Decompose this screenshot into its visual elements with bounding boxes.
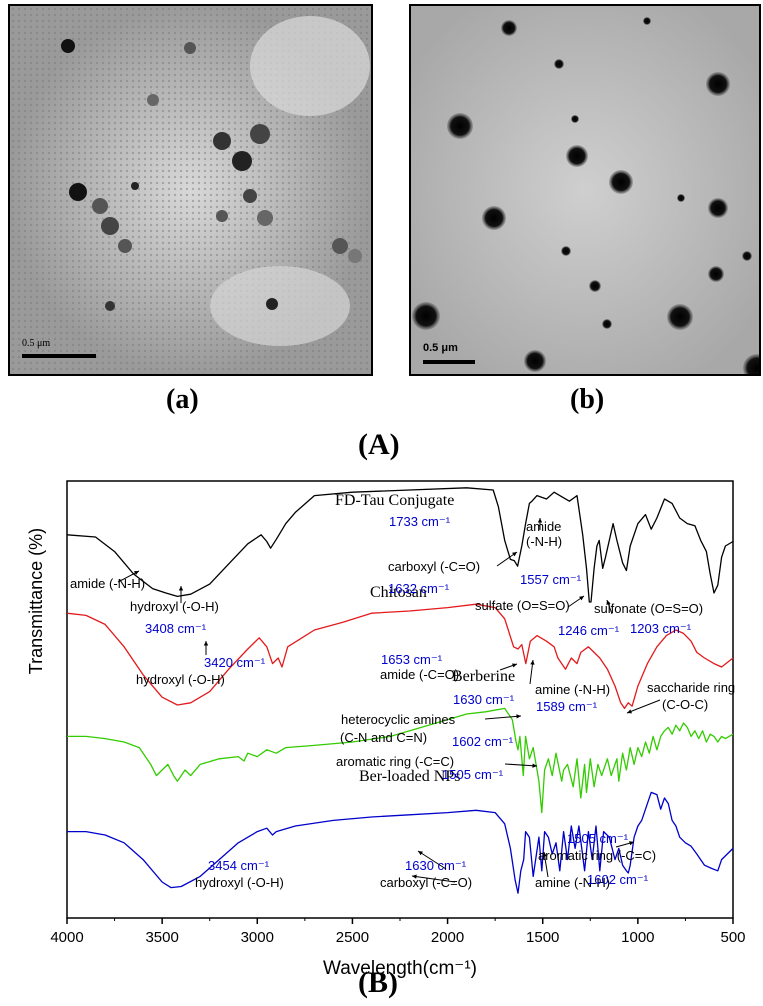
x-tick-label: 3500 [145, 929, 178, 946]
annotation-label: carboxyl (-C=O) [380, 875, 472, 890]
series-label-1: Chitosan [370, 584, 427, 601]
annotation-arrow [542, 851, 549, 878]
x-tick-label: 2500 [336, 929, 369, 946]
annotation-arrow [567, 595, 585, 608]
series-label-0: FD-Tau Conjugate [335, 492, 454, 509]
annotation-arrow [529, 659, 535, 685]
group-label-B: (B) [358, 966, 398, 999]
x-tick-label: 4000 [50, 929, 83, 946]
annotation-arrow [484, 714, 522, 720]
panel-label-b: (b) [570, 384, 605, 415]
series-line-1 [66, 603, 734, 710]
scalebar-a-label: 0.5 μm [22, 338, 51, 349]
annotation-label: 1630 cm⁻¹ [405, 858, 467, 873]
annotation-label: 3420 cm⁻¹ [204, 655, 266, 670]
annotation-arrow [537, 518, 543, 530]
annotation-label: amide [526, 519, 561, 534]
series-line-2 [67, 707, 734, 814]
annotation-label: aromatic ring (-C=C) [538, 848, 656, 863]
annotation-arrow [615, 841, 635, 848]
annotation-label: (C-N and C=N) [340, 730, 427, 745]
annotation-arrow [411, 874, 456, 883]
annotation-arrow [203, 641, 209, 655]
annotation-arrow [606, 599, 613, 615]
chart-labels: FD-Tau Conjugate Chitosan Berberine Ber-loa… [70, 492, 735, 890]
group-label-A: (A) [358, 428, 400, 461]
annotation-label: 3454 cm⁻¹ [208, 858, 270, 873]
annotation-label: 1557 cm⁻¹ [520, 572, 582, 587]
annotation-arrow [499, 663, 518, 671]
annotation-label: 1589 cm⁻¹ [536, 699, 598, 714]
annotation-label: 1733 cm⁻¹ [389, 514, 451, 529]
annotation-label: hydroxyl (-O-H) [136, 672, 225, 687]
annotation-label: amide (-N-H) [70, 576, 145, 591]
panel-label-a: (a) [166, 384, 199, 415]
series-line-3 [67, 791, 734, 894]
annotation-label: 1602 cm⁻¹ [587, 872, 649, 887]
series-label-2: Berberine [452, 668, 515, 685]
annotation-arrow [178, 586, 184, 603]
annotation-label: 1653 cm⁻¹ [381, 652, 443, 667]
scalebar-b-label: 0.5 μm [423, 342, 458, 354]
annotation-label: 1632 cm⁻¹ [388, 581, 450, 596]
annotation-label: amine (-N-H) [535, 682, 610, 697]
x-axis-label: Wavelength(cm⁻¹) [323, 958, 477, 979]
tem-image-b-texture [411, 6, 759, 374]
annotation-label: hydroxyl (-O-H) [195, 875, 284, 890]
tem-image-a: 0.5 μm [8, 4, 373, 376]
x-tick-label: 3000 [241, 929, 274, 946]
tem-image-b: 0.5 μm [409, 4, 761, 376]
annotation-label: (-N-H) [526, 534, 562, 549]
annotation-label: saccharide ring [647, 680, 735, 695]
series-label-3: Ber-loaded NPs [359, 768, 460, 785]
annotation-label: 3408 cm⁻¹ [145, 621, 207, 636]
annotation-label: sulfonate (O=S=O) [594, 601, 703, 616]
annotation-label: 1630 cm⁻¹ [453, 692, 515, 707]
annotation-arrow [417, 850, 447, 870]
annotation-label: amide (-C=O) [380, 667, 459, 682]
annotation-label: 1602 cm⁻¹ [452, 734, 514, 749]
annotation-label: sulfate (O=S=O) [475, 598, 570, 613]
x-tick-label: 1000 [621, 929, 654, 946]
series-line-0 [66, 487, 734, 603]
annotation-label: 1505 cm⁻¹ [567, 831, 629, 846]
annotation-label: 1203 cm⁻¹ [630, 621, 692, 636]
annotation-arrow [504, 763, 538, 768]
annotation-label: heterocyclic amines [341, 712, 456, 727]
tem-image-a-texture [10, 6, 371, 374]
annotation-label: carboxyl (-C=O) [388, 559, 480, 574]
chart-series [66, 487, 734, 894]
y-axis-label: Transmittance (%) [26, 528, 46, 674]
annotation-label: amine (-N-H) [535, 875, 610, 890]
annotation-label: (C-O-C) [662, 697, 708, 712]
annotation-arrow [496, 551, 518, 567]
annotation-label: 1505 cm⁻¹ [442, 767, 504, 782]
annotation-label: 1246 cm⁻¹ [558, 623, 620, 638]
annotation-label: hydroxyl (-O-H) [130, 599, 219, 614]
annotation-label: aromatic ring (-C=C) [336, 754, 454, 769]
x-tick-label: 2000 [431, 929, 464, 946]
annotation-arrow [117, 570, 140, 583]
annotation-arrow [626, 699, 661, 714]
x-tick-label: 500 [720, 929, 745, 946]
chart-axes: 4000 3500 3000 2500 2000 1500 1000 500 Wavelengt… [26, 480, 746, 979]
x-tick-label: 1500 [526, 929, 559, 946]
